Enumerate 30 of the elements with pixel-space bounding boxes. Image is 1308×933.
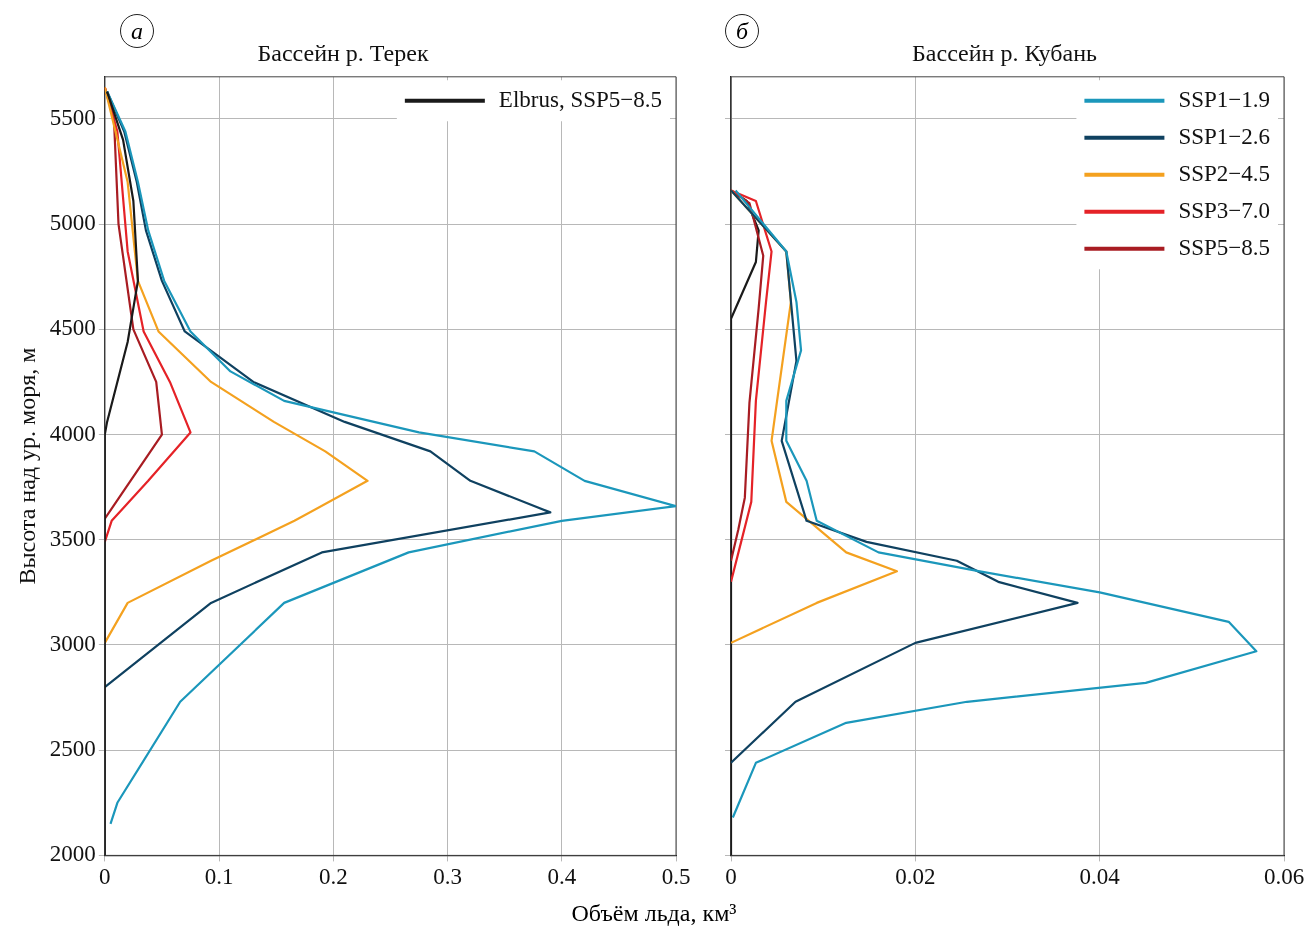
- legend-label: SSP2−4.5: [1178, 160, 1271, 186]
- legend-label: SSP1−1.9: [1178, 86, 1271, 112]
- x-tick-label: 0.04: [1079, 864, 1121, 890]
- chart-title: Бассейн р. Кубань: [912, 39, 1097, 66]
- y-tick-label: 2500: [49, 736, 96, 762]
- x-tick-label: 0.3: [433, 864, 462, 890]
- x-tick-label: 0.06: [1263, 864, 1305, 890]
- x-axis-title: Объём льда, км³: [570, 900, 738, 927]
- text: б: [725, 14, 759, 48]
- y-tick-label: 2000: [49, 841, 96, 867]
- legend-label: SSP3−7.0: [1178, 197, 1271, 223]
- text: а: [120, 14, 154, 48]
- y-tick-label: 4000: [49, 420, 96, 446]
- x-tick-label: 0.4: [547, 864, 577, 890]
- x-tick-label: 0: [99, 864, 111, 890]
- y-tick-label: 5500: [49, 104, 96, 130]
- x-tick-label: 0.02: [895, 864, 936, 890]
- x-tick-label: 0.1: [204, 864, 234, 890]
- y-tick-label: 3000: [49, 631, 96, 657]
- legend-label: SSP5−8.5: [1178, 234, 1271, 260]
- x-tick-label: 0: [725, 864, 737, 890]
- x-tick-label: 0.5: [661, 864, 691, 890]
- y-tick-label: 3500: [49, 525, 96, 551]
- legend-label: SSP1−2.6: [1178, 123, 1271, 149]
- legend-label: Elbrus, SSP5−8.5: [498, 86, 663, 112]
- y-axis-title: Высота над ур. моря, м: [13, 347, 40, 585]
- y-tick-label: 5000: [49, 210, 96, 236]
- x-tick-label: 0.2: [318, 864, 348, 890]
- chart-title: Бассейн р. Терек: [257, 39, 429, 66]
- y-tick-label: 4500: [49, 315, 96, 341]
